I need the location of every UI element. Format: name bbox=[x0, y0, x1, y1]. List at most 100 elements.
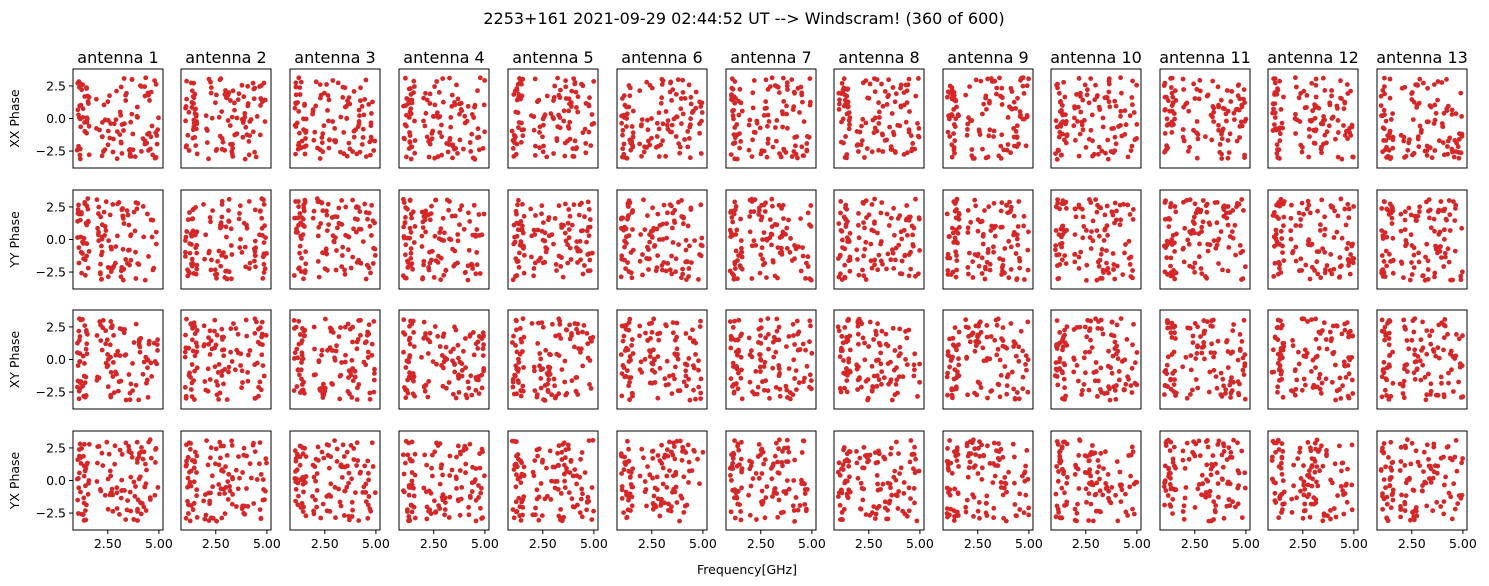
scatter-point bbox=[1096, 104, 1102, 110]
scatter-point bbox=[407, 225, 413, 231]
scatter-point bbox=[1011, 386, 1017, 392]
scatter-point bbox=[1084, 92, 1090, 98]
scatter-point bbox=[589, 338, 594, 344]
scatter-point bbox=[342, 359, 348, 365]
scatter-point bbox=[1071, 369, 1077, 375]
scatter-point bbox=[880, 103, 886, 109]
scatter-point bbox=[149, 374, 155, 379]
scatter-point bbox=[1008, 204, 1014, 210]
scatter-point bbox=[580, 83, 586, 89]
scatter-point bbox=[469, 392, 475, 398]
scatter-point bbox=[548, 111, 554, 116]
scatter-point bbox=[696, 358, 701, 364]
scatter-point bbox=[76, 396, 82, 402]
scatter-point bbox=[298, 269, 304, 274]
scatter-point bbox=[896, 353, 902, 359]
scatter-point bbox=[153, 446, 159, 451]
scatter-point bbox=[649, 329, 655, 335]
scatter-point bbox=[1296, 210, 1302, 216]
scatter-point bbox=[443, 344, 449, 350]
scatter-point bbox=[630, 134, 636, 140]
scatter-point bbox=[739, 254, 745, 260]
scatter-point bbox=[1130, 78, 1135, 84]
scatter-point bbox=[685, 223, 691, 229]
scatter-point bbox=[1306, 202, 1312, 208]
scatter-point bbox=[300, 326, 305, 331]
scatter-point bbox=[1304, 105, 1309, 110]
scatter-point bbox=[521, 270, 527, 276]
scatter-point bbox=[1420, 362, 1426, 368]
scatter-point bbox=[587, 217, 593, 222]
scatter-point bbox=[807, 318, 813, 324]
scatter-point bbox=[1329, 271, 1335, 277]
scatter-point bbox=[1330, 350, 1336, 356]
scatter-point bbox=[1236, 390, 1241, 396]
scatter-point bbox=[1060, 396, 1065, 401]
scatter-point bbox=[134, 104, 140, 110]
scatter-point bbox=[1335, 118, 1341, 123]
panel bbox=[725, 189, 817, 290]
scatter-point bbox=[143, 481, 149, 487]
scatter-point bbox=[965, 230, 971, 235]
scatter-point bbox=[860, 116, 866, 122]
scatter-point bbox=[729, 215, 735, 220]
scatter-point bbox=[1105, 363, 1111, 369]
scatter-point bbox=[148, 134, 154, 140]
scatter-point bbox=[575, 260, 580, 265]
scatter-point bbox=[1280, 250, 1285, 256]
scatter-point bbox=[558, 87, 563, 93]
scatter-point bbox=[888, 257, 894, 263]
scatter-point bbox=[1293, 386, 1299, 392]
scatter-point bbox=[1061, 79, 1066, 85]
scatter-point bbox=[1016, 344, 1022, 350]
scatter-point bbox=[1200, 219, 1206, 225]
scatter-point bbox=[763, 378, 769, 384]
scatter-point bbox=[764, 154, 770, 160]
scatter-point bbox=[1024, 83, 1030, 89]
scatter-point bbox=[114, 352, 120, 358]
scatter-point bbox=[845, 318, 850, 323]
scatter-point bbox=[350, 339, 355, 345]
scatter-point bbox=[1109, 370, 1115, 376]
scatter-point bbox=[258, 103, 263, 108]
scatter-point bbox=[891, 367, 897, 373]
scatter-point bbox=[663, 109, 669, 114]
scatter-point bbox=[259, 225, 265, 231]
scatter-point bbox=[513, 134, 518, 140]
scatter-point bbox=[1272, 76, 1278, 82]
scatter-point bbox=[1086, 387, 1092, 393]
scatter-point bbox=[511, 222, 517, 228]
scatter-point bbox=[799, 144, 805, 150]
scatter-point bbox=[770, 203, 775, 209]
scatter-point bbox=[1093, 82, 1098, 88]
scatter-point bbox=[994, 322, 1000, 328]
scatter-point bbox=[474, 262, 480, 268]
scatter-point bbox=[447, 75, 452, 81]
scatter-point bbox=[412, 150, 418, 156]
scatter-point bbox=[185, 267, 190, 273]
scatter-point bbox=[837, 354, 843, 360]
panel: 2.50.0−2.5YY Phase bbox=[7, 189, 164, 290]
scatter-point bbox=[302, 270, 308, 276]
scatter-point bbox=[872, 257, 878, 263]
scatter-point bbox=[144, 467, 149, 473]
scatter-point bbox=[228, 226, 234, 232]
scatter-point bbox=[114, 371, 119, 377]
scatter-point bbox=[971, 156, 977, 161]
scatter-point bbox=[999, 102, 1005, 107]
scatter-point bbox=[758, 151, 764, 157]
scatter-point bbox=[1132, 360, 1138, 366]
scatter-point bbox=[330, 119, 336, 124]
scatter-point bbox=[766, 331, 771, 337]
scatter-point bbox=[108, 325, 114, 330]
scatter-point bbox=[955, 372, 961, 378]
scatter-point bbox=[911, 373, 917, 379]
scatter-point bbox=[1106, 89, 1112, 95]
scatter-point bbox=[771, 354, 777, 360]
scatter-point bbox=[1184, 100, 1190, 106]
scatter-point bbox=[868, 241, 874, 247]
scatter-point bbox=[344, 115, 350, 121]
scatter-point bbox=[1279, 120, 1285, 126]
scatter-point bbox=[342, 324, 348, 330]
